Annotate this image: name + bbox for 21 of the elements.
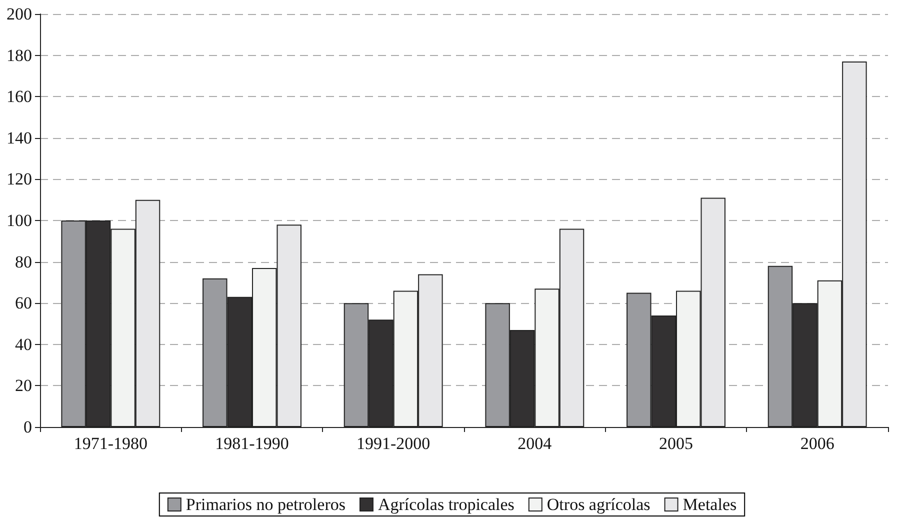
x-tick-label: 1991-2000 (356, 434, 430, 453)
y-tick-label: 80 (15, 252, 32, 272)
x-tick-label: 1981-1990 (215, 434, 289, 453)
x-tick-label: 2004 (518, 434, 552, 453)
y-tick-label: 200 (6, 4, 32, 24)
y-tick-label: 160 (6, 87, 32, 106)
y-tick-label: 60 (15, 294, 32, 313)
legend-label: Agrícolas tropicales (378, 495, 514, 514)
x-tick-label: 2006 (800, 434, 834, 453)
x-tick-label: 1971-1980 (74, 434, 148, 453)
y-tick-label: 120 (6, 170, 32, 189)
x-tick-label: 2005 (659, 434, 693, 453)
y-tick-label: 20 (15, 376, 32, 396)
y-tick-label: 100 (6, 211, 32, 230)
legend-label: Otros agrícolas (546, 495, 650, 514)
y-tick-label: 180 (6, 46, 32, 65)
y-tick-label: 140 (6, 128, 32, 148)
legend-label: Primarios no petroleros (186, 495, 346, 514)
y-tick-label: 0 (24, 418, 32, 436)
legend-label: Metales (682, 495, 737, 514)
y-tick-label: 40 (15, 334, 32, 354)
